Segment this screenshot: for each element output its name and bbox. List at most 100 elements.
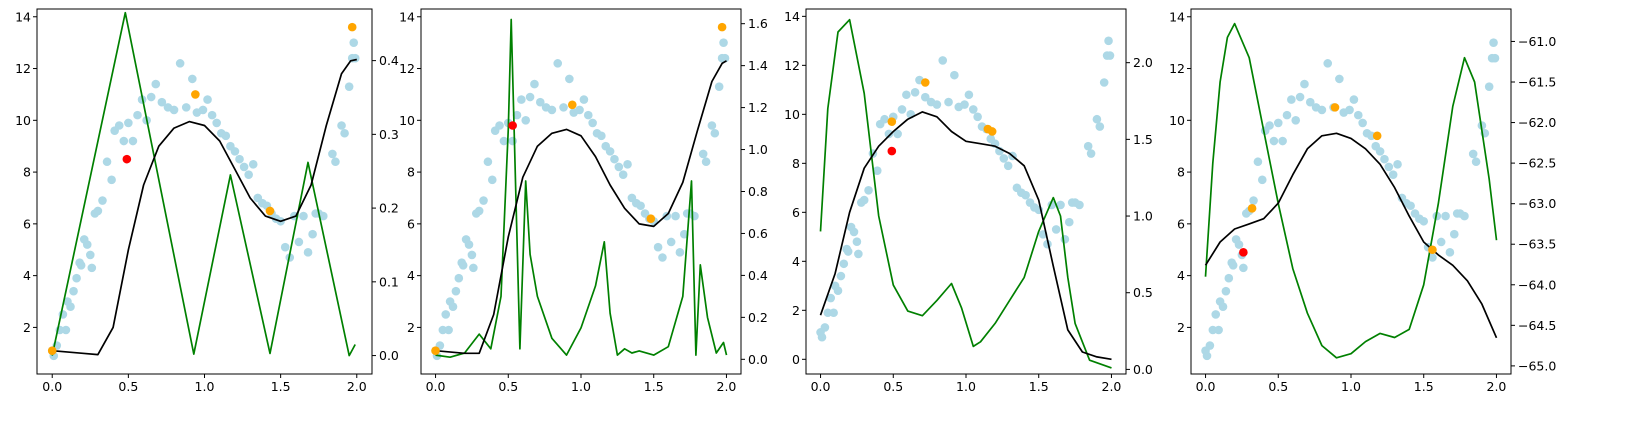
y2-tick-label: −61.5 [1518,75,1556,90]
observation-point [69,286,78,296]
y-tick-label: 4 [1177,268,1185,283]
y-tick-label: 4 [23,268,31,283]
y-tick-label: 14 [399,9,415,24]
observation-point [960,100,969,109]
observation-point [547,105,557,115]
observation-point [653,242,663,252]
observation-point [1221,286,1231,296]
observation-point [1239,263,1248,273]
observation-point [1349,95,1359,104]
observation-point [893,129,902,139]
y2-tick-label: 2.0 [1133,55,1153,70]
y-tick-label: 10 [399,113,415,128]
observation-points [431,38,730,361]
observation-point [102,157,112,167]
observation-point [1202,351,1212,361]
observation-point [499,136,509,146]
observation-point [849,227,859,237]
subplot-4: 0.0 0.5 1.0 1.5 2.0 2 4 6 8 10 12 14 −65.0 −64.5 −64.0… [1169,8,1556,394]
observation-point [151,79,161,89]
observation-point [1300,79,1309,89]
observation-point [517,95,526,104]
observation-point [675,248,685,257]
x-tick-label: 0.0 [811,379,831,394]
y-tick-label: 6 [1177,216,1185,231]
observation-point [880,114,889,124]
observation-point [1384,162,1394,172]
observation-point [1295,92,1305,102]
observation-point [308,229,317,239]
y-tick-label: 12 [1169,61,1185,76]
orange-point [1372,131,1382,141]
observation-point [495,121,504,130]
y-tick-label: 12 [15,61,31,76]
observation-point [1323,59,1333,68]
x-tick-label: 0.0 [426,379,446,394]
observation-point [698,149,708,159]
observation-point [181,103,191,112]
observation-point [87,263,97,273]
observation-point [119,136,129,146]
observation-point [221,131,231,141]
observation-point [553,59,563,68]
black-curve [435,60,727,355]
observation-point [441,310,451,319]
observation-point [512,110,522,120]
observation-point [76,260,86,270]
x-tick-label: 2.0 [1487,379,1507,394]
observation-point [1218,302,1228,311]
green-curve [435,18,728,359]
red-point [887,146,897,156]
subplot-2: 0.0 0.5 1.0 1.5 2.0 2 4 6 8 10 12 14 0.0 0.2 0.4 0.6 0.8… [399,8,768,394]
x-tick-label: 0.5 [498,379,518,394]
observation-point [85,250,95,260]
observation-point [884,129,894,139]
observation-point [169,105,179,115]
observation-point [1051,225,1061,234]
observation-point [344,82,354,91]
observation-point [1003,161,1013,171]
y-tick-label: 2 [1177,320,1185,335]
observation-point [872,166,882,175]
observation-point [902,90,911,100]
observation-point [212,118,221,128]
observation-point [820,323,830,332]
observation-point [521,116,531,125]
x-tick-label: 1.0 [956,379,976,394]
y-tick-label: 10 [15,113,31,128]
observation-point [114,121,124,130]
orange-point [47,346,57,356]
observation-point [340,128,349,138]
x-tick-label: 1.5 [271,379,291,394]
observation-point [1099,78,1109,87]
observation-point [98,196,107,205]
y2-tick-label: −64.0 [1518,277,1556,292]
y-tick-label: 10 [784,107,800,122]
observation-point [719,38,728,47]
observation-point [1484,82,1494,91]
y-tick-label: 0 [792,352,800,367]
observation-point [133,110,142,120]
observation-point [239,162,249,172]
orange-point [717,22,727,32]
x-tick-label: 1.0 [1341,379,1361,394]
observation-point [944,97,953,107]
observation-point [303,248,313,257]
observation-point [294,237,304,247]
observation-point [128,136,138,146]
red-point [508,121,517,130]
orange-point [887,117,897,126]
observation-point [1249,196,1258,205]
observation-point [1104,36,1113,46]
observation-points [1201,38,1500,361]
orange-point [1428,245,1437,255]
y2-tick-label: 0.0 [748,352,768,367]
observation-point [662,211,672,221]
green-curve [1204,22,1498,359]
observation-point [299,211,308,221]
red-point [1239,248,1248,257]
y-tick-label: 8 [792,156,800,171]
observation-point [932,100,942,109]
observation-point [1317,105,1327,115]
